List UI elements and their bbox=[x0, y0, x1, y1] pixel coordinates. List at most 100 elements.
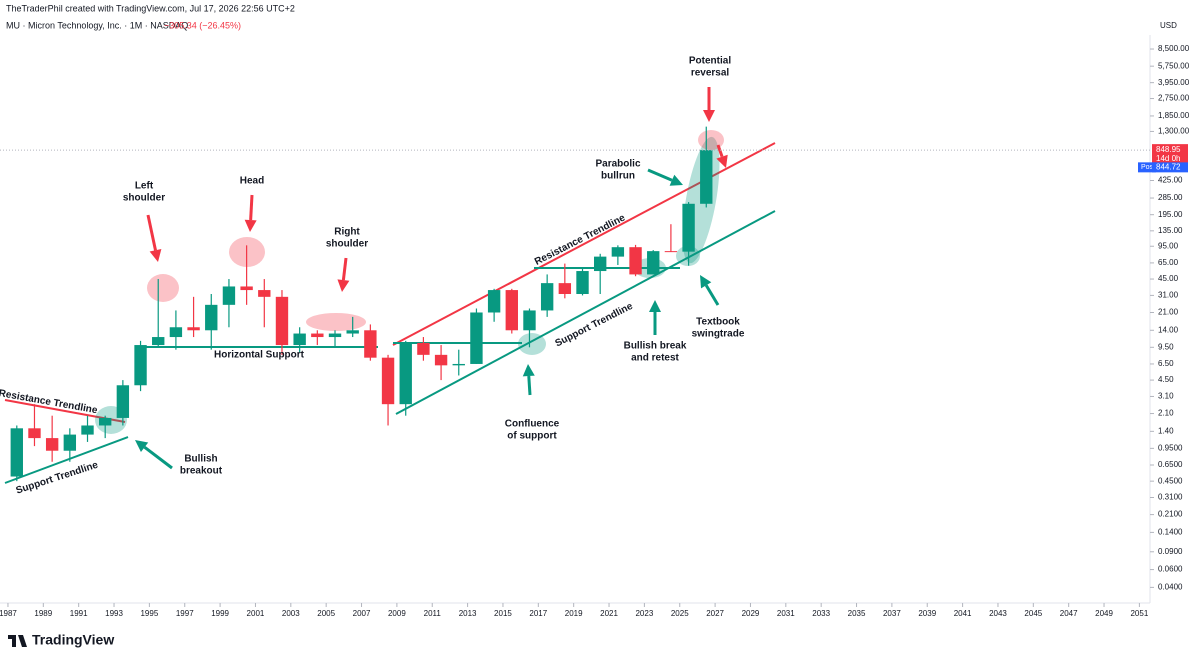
x-tick-label: 2047 bbox=[1060, 609, 1078, 618]
y-tick-label: 5,750.00 bbox=[1158, 61, 1190, 70]
candle-body bbox=[558, 283, 572, 295]
candle-body bbox=[452, 363, 465, 366]
candle-body bbox=[594, 256, 607, 272]
logo-mark bbox=[8, 635, 27, 647]
annotation: Parabolic bbox=[595, 159, 640, 170]
candle-body bbox=[346, 330, 359, 334]
candle-body bbox=[205, 304, 218, 331]
candle-body bbox=[576, 271, 589, 295]
x-tick-label: 2005 bbox=[317, 609, 335, 618]
x-tick-label: 2035 bbox=[848, 609, 866, 618]
annotation: Bullish bbox=[184, 454, 217, 465]
x-tick-label: 2031 bbox=[777, 609, 795, 618]
candle-body bbox=[647, 251, 660, 275]
x-tick-label: 1997 bbox=[176, 609, 194, 618]
y-tick-label: 6.50 bbox=[1158, 359, 1174, 368]
y-tick-label: 2.10 bbox=[1158, 409, 1174, 418]
x-tick-label: 2025 bbox=[671, 609, 689, 618]
x-tick-label: 1993 bbox=[105, 609, 123, 618]
highlight bbox=[306, 313, 366, 331]
y-tick-label: 3.10 bbox=[1158, 392, 1174, 401]
y-tick-label: 14.00 bbox=[1158, 325, 1179, 334]
x-tick-label: 2013 bbox=[459, 609, 477, 618]
x-tick-label: 1995 bbox=[140, 609, 158, 618]
candle-body bbox=[328, 333, 342, 338]
y-tick-label: 0.0600 bbox=[1158, 565, 1183, 574]
x-tick-label: 2003 bbox=[282, 609, 300, 618]
trendline bbox=[4, 436, 129, 484]
arrow-head bbox=[135, 440, 149, 453]
y-tick-label: 1,850.00 bbox=[1158, 111, 1190, 120]
y-tick-label: 31.00 bbox=[1158, 291, 1179, 300]
arrow-shaft bbox=[527, 375, 532, 396]
y-tick-label: 0.6500 bbox=[1158, 460, 1183, 469]
candle-body bbox=[10, 428, 23, 477]
arrow-head bbox=[244, 219, 257, 232]
y-tick-label: 9.50 bbox=[1158, 342, 1174, 351]
x-tick-label: 2033 bbox=[812, 609, 830, 618]
candle-body bbox=[700, 150, 713, 204]
candle-body bbox=[81, 425, 94, 435]
y-tick-label: 195.00 bbox=[1158, 210, 1183, 219]
annotation: Right bbox=[334, 227, 360, 238]
annotation: shoulder bbox=[326, 239, 368, 250]
post-price-tag bbox=[1152, 162, 1188, 173]
candle-body bbox=[134, 345, 147, 386]
arrow-shaft bbox=[716, 144, 724, 158]
currency: USD bbox=[1160, 21, 1177, 30]
annotation: Textbook bbox=[696, 317, 740, 328]
y-tick-label: 0.1400 bbox=[1158, 528, 1183, 537]
candle-body bbox=[63, 434, 77, 451]
last-price-tag bbox=[1152, 144, 1188, 165]
last-price: 848.95 bbox=[1156, 145, 1181, 154]
candle-body bbox=[540, 283, 554, 311]
y-tick-label: 0.9500 bbox=[1158, 443, 1183, 452]
y-tick-label: 1.40 bbox=[1158, 426, 1174, 435]
highlight bbox=[518, 333, 546, 355]
y-tick-label: 0.0900 bbox=[1158, 547, 1183, 556]
y-tick-label: 4.50 bbox=[1158, 375, 1174, 384]
annotation: Horizontal Support bbox=[214, 350, 305, 361]
candle-body bbox=[258, 290, 271, 297]
arrow-head bbox=[522, 364, 535, 377]
x-tick-label: 2037 bbox=[883, 609, 901, 618]
y-tick-label: 135.00 bbox=[1158, 226, 1183, 235]
x-tick-label: 1991 bbox=[70, 609, 88, 618]
x-tick-label: 2039 bbox=[918, 609, 936, 618]
y-tick-label: 65.00 bbox=[1158, 258, 1179, 267]
arrow-head bbox=[337, 279, 350, 292]
author-line: TheTraderPhil created with TradingView.c… bbox=[6, 3, 295, 13]
candle-body bbox=[311, 333, 324, 338]
arrow-shaft bbox=[341, 257, 348, 281]
annotation: and retest bbox=[631, 353, 679, 364]
highlight bbox=[147, 274, 179, 302]
x-tick-label: 2019 bbox=[565, 609, 583, 618]
annotation: Head bbox=[240, 176, 264, 187]
candle-body bbox=[28, 428, 41, 439]
x-tick-label: 2023 bbox=[635, 609, 653, 618]
y-tick-label: 45.00 bbox=[1158, 274, 1179, 283]
logo-text: TradingView bbox=[32, 632, 114, 648]
candle-body bbox=[523, 310, 536, 331]
x-tick-label: 2007 bbox=[353, 609, 371, 618]
y-tick-label: 3,950.00 bbox=[1158, 78, 1190, 87]
candle-body bbox=[187, 327, 200, 331]
candle-body bbox=[664, 251, 678, 253]
symbol: MU · Micron Technology, Inc. · 1M · NASD… bbox=[6, 20, 188, 30]
annotation: reversal bbox=[691, 68, 730, 79]
x-tick-label: 1999 bbox=[211, 609, 229, 618]
y-tick-label: 285.00 bbox=[1158, 193, 1183, 202]
arrow-head bbox=[700, 275, 712, 289]
x-tick-label: 2027 bbox=[706, 609, 724, 618]
y-tick-label: 1,300.00 bbox=[1158, 127, 1190, 136]
arrow-shaft bbox=[249, 194, 254, 221]
x-tick-label: 1987 bbox=[0, 609, 17, 618]
trendline bbox=[395, 210, 776, 415]
candle-body bbox=[99, 417, 112, 426]
candle-body bbox=[470, 312, 483, 364]
candle-body bbox=[434, 354, 448, 366]
candle-body bbox=[116, 385, 130, 418]
post-tag bbox=[1138, 162, 1156, 173]
candle-body bbox=[45, 438, 59, 451]
annotation: shoulder bbox=[123, 193, 165, 204]
